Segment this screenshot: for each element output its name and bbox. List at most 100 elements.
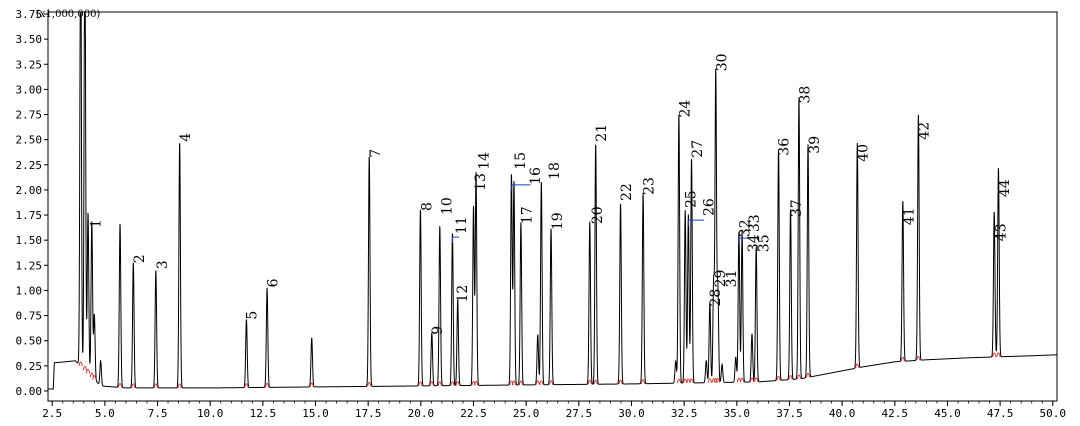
baseline-mark [749, 377, 755, 383]
x-tick-label: 45.0 [934, 407, 961, 420]
baseline-mark [177, 383, 182, 389]
peak-label: 34 [746, 234, 762, 252]
peak-bracket [511, 184, 531, 191]
baseline-mark [78, 361, 83, 367]
x-tick-label: 2.5 [42, 407, 62, 420]
x-tick-label: 10.0 [197, 407, 224, 420]
x-tick-label: 22.5 [460, 407, 487, 420]
y-multiplier-label: (x1,000,000) [36, 9, 100, 20]
y-tick-label: 0.50 [16, 335, 43, 348]
baseline-mark [131, 383, 136, 389]
peak-label: 23 [642, 177, 658, 195]
plot-frame [47, 11, 1058, 402]
peak-bracket [738, 237, 749, 245]
baseline-mark [739, 377, 745, 383]
baseline-mark [450, 381, 455, 386]
peak-label: 14 [476, 152, 492, 170]
baseline-mark [593, 379, 598, 385]
peak-label: 18 [547, 162, 563, 180]
baseline-mark [89, 372, 94, 378]
peak-label: 10 [439, 197, 455, 215]
baseline-mark [511, 380, 517, 386]
peak-label: 2 [132, 254, 148, 263]
x-tick-label: 12.5 [250, 407, 277, 420]
baseline-mark [82, 365, 88, 371]
peak-label: 1 [89, 219, 105, 228]
peak-bracket [451, 236, 460, 244]
baseline-mark [85, 368, 91, 374]
baseline-mark [805, 372, 811, 378]
y-tick-label: 3.75 [16, 8, 43, 21]
peak-label: 19 [550, 212, 566, 230]
baseline-marks [78, 184, 1001, 389]
peak-label: 16 [528, 167, 544, 185]
peak-label: 13 [473, 173, 489, 191]
x-tick-label: 35.0 [724, 407, 751, 420]
y-tick-label: 1.50 [16, 234, 43, 247]
peak-label: 32 [738, 219, 754, 237]
peak-label: 20 [590, 206, 606, 224]
peak-label: 36 [776, 138, 792, 156]
baseline-mark [996, 352, 1001, 357]
baseline-mark [715, 378, 721, 383]
baseline-mark [92, 375, 97, 380]
peak-label: 12 [455, 285, 471, 303]
peak-label: 28 [708, 289, 724, 307]
peak-bracket [687, 219, 705, 227]
peak-label: 9 [430, 326, 446, 335]
peak-label: 15 [513, 152, 529, 170]
peak-label: 35 [756, 234, 772, 252]
baseline-mark [539, 380, 544, 385]
y-tick-label: 0.00 [16, 385, 43, 398]
baseline-mark [117, 382, 123, 388]
x-tick-label: 27.5 [566, 407, 593, 420]
x-tick-label: 32.5 [671, 407, 698, 420]
peak-label: 27 [690, 140, 706, 158]
baseline-mark [264, 382, 270, 388]
baseline-mark [548, 380, 554, 385]
baseline-mark [640, 379, 646, 384]
peak-label: 44 [997, 179, 1013, 197]
baseline-mark [713, 378, 718, 383]
baseline-mark [153, 383, 159, 389]
y-tick-label: 2.50 [16, 134, 43, 147]
x-axis-ticks: 2.5 5.0 7.5 10.0 12.5 15.0 17.5 20.0 22.5 25.0 27.… [42, 401, 1066, 420]
y-tick-label: 1.75 [16, 209, 43, 222]
baseline-mark [473, 380, 479, 386]
baseline-mark [992, 352, 997, 358]
baseline-mark [900, 356, 905, 362]
y-tick-label: 0.25 [16, 360, 43, 373]
y-tick-label: 2.25 [16, 159, 43, 172]
peak-label: 24 [677, 100, 693, 118]
trace-layer [48, 12, 1058, 390]
baseline-mark [367, 381, 372, 387]
peak-label: 21 [594, 124, 610, 142]
baseline-mark [916, 355, 921, 361]
x-tick-label: 20.0 [408, 407, 435, 420]
y-tick-label: 0.75 [16, 310, 43, 323]
x-tick-label: 17.5 [355, 407, 382, 420]
peak-label: 38 [798, 86, 814, 104]
peak-label: 43 [993, 223, 1009, 241]
baseline-mark [754, 377, 759, 383]
y-tick-label: 3.00 [16, 83, 43, 96]
peak-label: 39 [807, 136, 823, 154]
baseline-mark [855, 363, 860, 369]
peak-label: 29 [713, 270, 729, 288]
peak-label: 17 [519, 206, 535, 224]
peak-label: 37 [789, 199, 805, 217]
x-tick-label: 30.0 [618, 407, 645, 420]
baseline-mark [776, 375, 781, 381]
x-tick-label: 37.5 [776, 407, 803, 420]
peak-label: 6 [266, 278, 282, 287]
baseline-mark [618, 379, 623, 385]
baseline-mark [518, 380, 524, 386]
baseline-mark [788, 375, 793, 380]
peak-label: 3 [155, 260, 171, 269]
y-axis-ticks: 0.00 0.25 0.50 0.75 1.00 1.25 1.50 1.75 2.00 2.25… [16, 8, 48, 398]
baseline-mark [418, 381, 423, 387]
peak-label: 8 [419, 202, 435, 211]
peak-label: 22 [619, 183, 635, 201]
peak-label: 42 [917, 122, 933, 140]
